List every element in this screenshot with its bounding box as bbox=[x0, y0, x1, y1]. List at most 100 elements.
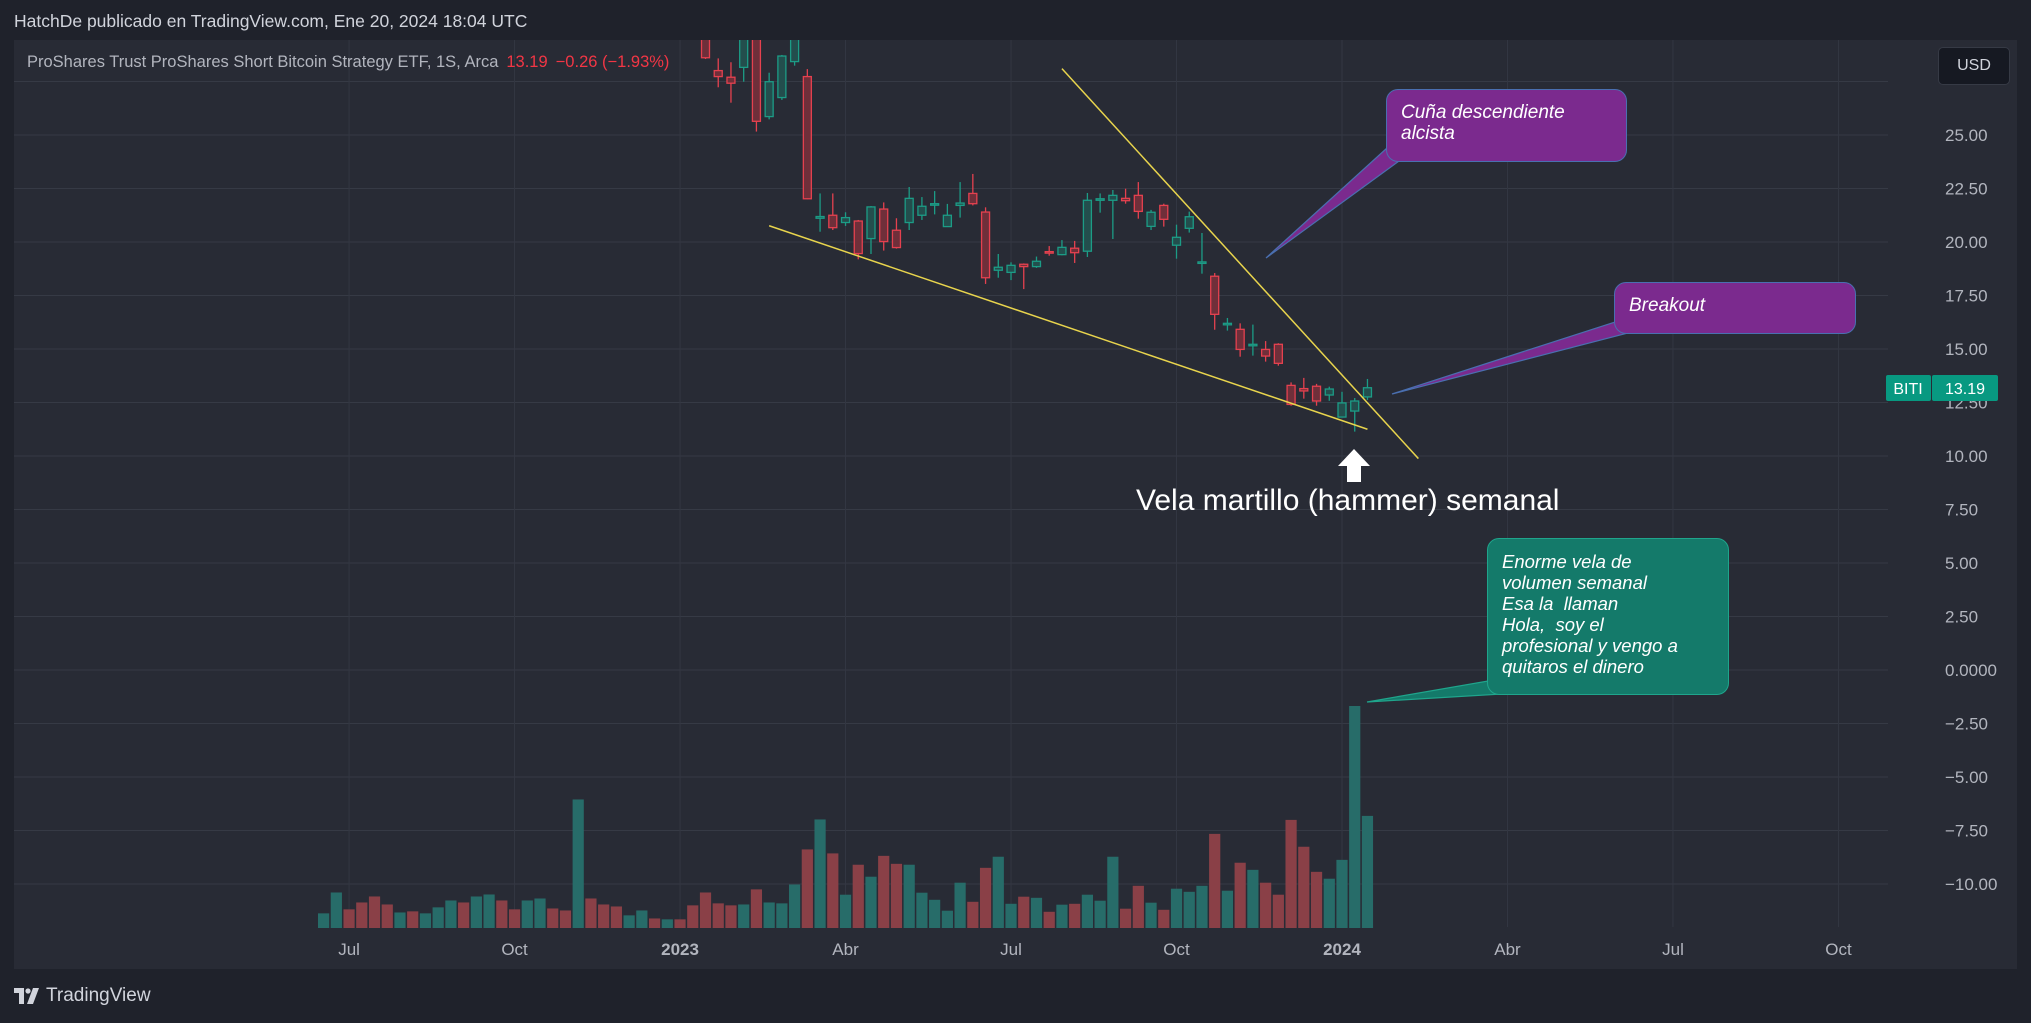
candle-body bbox=[1006, 264, 1016, 274]
candle bbox=[1311, 383, 1322, 406]
candle-body bbox=[968, 192, 978, 205]
callout-line: Enorme vela de bbox=[1502, 551, 1632, 572]
candle-body bbox=[1235, 328, 1245, 351]
candle bbox=[942, 203, 953, 228]
volume-bar bbox=[394, 912, 406, 928]
candle-body bbox=[955, 202, 965, 207]
volume-bar bbox=[992, 856, 1004, 928]
x-tick-label: Oct bbox=[1163, 940, 1190, 959]
x-tick-label: Abr bbox=[1494, 940, 1521, 959]
volume-bar bbox=[1043, 911, 1055, 928]
volume-bar bbox=[1145, 902, 1157, 928]
y-tick-label: 0.0000 bbox=[1945, 661, 1997, 680]
candle bbox=[993, 253, 1003, 278]
volume-bar bbox=[1349, 706, 1361, 928]
volume-bar bbox=[903, 864, 915, 928]
brand-name: TradingView bbox=[46, 985, 151, 1006]
callout-volume[interactable]: Enorme vela de volumen semanal Esa la llam… bbox=[1487, 538, 1729, 695]
x-tick-label: Abr bbox=[832, 940, 859, 959]
volume-bar bbox=[445, 900, 457, 928]
volume-bar bbox=[1209, 833, 1221, 928]
volume-bar bbox=[967, 901, 979, 928]
last-price-label: 13.19 bbox=[1945, 381, 1985, 398]
volume-bar bbox=[330, 892, 342, 928]
candle bbox=[789, 40, 800, 66]
candle-body bbox=[1171, 236, 1182, 246]
volume-bar bbox=[547, 908, 559, 928]
volume-bar bbox=[1158, 909, 1170, 928]
price-change: −0.26 (−1.93%) bbox=[555, 53, 670, 71]
volume-bar bbox=[585, 898, 597, 928]
volume-bar bbox=[1298, 846, 1310, 928]
y-tick-label: 17.50 bbox=[1945, 287, 1988, 306]
candle-body bbox=[942, 214, 953, 228]
tradingview-logo[interactable]: TradingView bbox=[14, 985, 151, 1007]
trendline[interactable] bbox=[1061, 68, 1419, 460]
candle bbox=[1146, 209, 1156, 231]
candle bbox=[904, 187, 914, 231]
candle bbox=[1108, 189, 1118, 240]
candle-body bbox=[802, 75, 812, 200]
hammer-annotation[interactable]: Vela martillo (hammer) semanal bbox=[1136, 484, 1560, 517]
volume-bar bbox=[1005, 903, 1017, 928]
candle bbox=[802, 69, 812, 200]
candle bbox=[726, 62, 736, 103]
volume-bar bbox=[1361, 815, 1374, 928]
candle bbox=[1197, 233, 1207, 274]
trendline[interactable] bbox=[768, 225, 1368, 430]
candle bbox=[1248, 324, 1258, 356]
symbol-legend[interactable]: ProShares Trust ProShares Short Bitcoin … bbox=[27, 53, 669, 72]
candle bbox=[1006, 262, 1016, 281]
candle bbox=[1171, 224, 1182, 259]
volume-bar bbox=[674, 919, 686, 928]
currency-button[interactable]: USD bbox=[1938, 47, 2010, 85]
volume-bar bbox=[1336, 859, 1348, 928]
candle bbox=[917, 197, 927, 220]
candle-body bbox=[764, 81, 774, 118]
candle-body bbox=[1299, 387, 1309, 392]
volume-bar bbox=[979, 867, 992, 928]
candle-body bbox=[1311, 385, 1322, 402]
candle bbox=[1044, 246, 1054, 256]
candle bbox=[828, 193, 838, 231]
candle-body bbox=[1248, 343, 1258, 347]
y-tick-label: −2.50 bbox=[1945, 715, 1988, 734]
y-tick-label: 15.00 bbox=[1945, 340, 1988, 359]
volume-bar bbox=[827, 853, 839, 928]
candle bbox=[1286, 382, 1296, 406]
candle bbox=[764, 72, 774, 120]
candle bbox=[980, 207, 991, 284]
candle-body bbox=[1082, 199, 1093, 252]
callout-line: Hola, soy el bbox=[1502, 614, 1604, 635]
volume-bar bbox=[419, 913, 432, 928]
callout-line: Esa la llaman bbox=[1502, 593, 1619, 614]
y-tick-label: 2.50 bbox=[1945, 608, 1978, 627]
volume-bar bbox=[1069, 903, 1081, 928]
candle bbox=[853, 219, 863, 260]
candles bbox=[700, 40, 1373, 432]
callout-breakout[interactable]: Breakout bbox=[1614, 282, 1856, 334]
candle bbox=[1222, 317, 1233, 331]
volume-bar bbox=[636, 910, 648, 928]
candle-body bbox=[904, 197, 914, 224]
volume-bar bbox=[356, 902, 368, 928]
volume-bar bbox=[381, 904, 393, 928]
volume-bar bbox=[954, 882, 966, 928]
candle bbox=[1350, 398, 1360, 432]
volume-bar bbox=[1272, 894, 1284, 928]
callout-wedge[interactable]: Cuña descendiente alcista bbox=[1386, 89, 1627, 162]
volume-bar bbox=[1081, 894, 1093, 928]
volume-bar bbox=[1260, 882, 1272, 928]
candle bbox=[815, 193, 825, 232]
symbol-title: ProShares Trust ProShares Short Bitcoin … bbox=[27, 53, 499, 71]
candle-body bbox=[726, 76, 736, 84]
volume-bar bbox=[725, 905, 737, 928]
volume-bar bbox=[623, 915, 635, 928]
candle-body bbox=[1044, 250, 1054, 254]
chart-pane[interactable] bbox=[14, 40, 2017, 969]
last-price-marker: BITI 13.19 bbox=[1886, 375, 1998, 401]
candle bbox=[1337, 391, 1347, 418]
callout-line: alcista bbox=[1401, 123, 1455, 144]
symbol-label: BITI bbox=[1893, 381, 1922, 398]
